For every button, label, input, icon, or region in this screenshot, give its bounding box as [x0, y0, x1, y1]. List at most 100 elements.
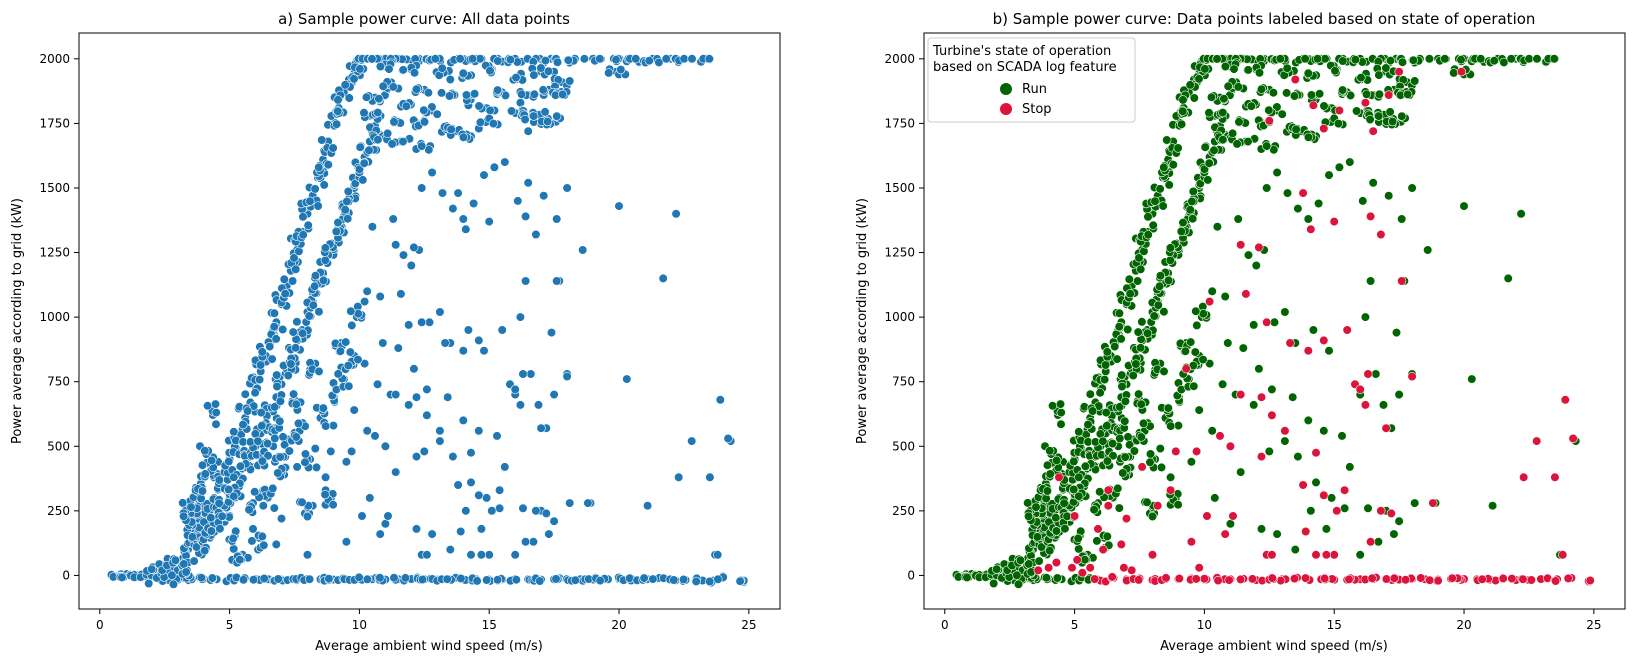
- run-point: [1303, 214, 1313, 224]
- data-point: [273, 468, 283, 478]
- data-point: [197, 460, 208, 470]
- data-point: [455, 54, 465, 64]
- data-point: [375, 529, 385, 539]
- run-point: [1212, 222, 1222, 232]
- stop-point: [1428, 498, 1438, 508]
- y-tick-label: 750: [47, 375, 70, 389]
- run-point: [1282, 63, 1292, 73]
- data-point: [259, 540, 269, 550]
- run-point: [1073, 533, 1083, 544]
- data-point: [259, 573, 269, 584]
- legend-label-run: Run: [1022, 82, 1047, 97]
- run-point: [1319, 426, 1329, 436]
- data-point: [314, 307, 324, 317]
- run-point: [1384, 191, 1394, 201]
- run-point: [1120, 452, 1130, 462]
- data-point: [217, 511, 227, 521]
- data-point: [302, 550, 313, 560]
- run-point: [1314, 89, 1325, 99]
- run-point: [1233, 214, 1243, 224]
- data-point: [235, 555, 245, 565]
- run-point: [1262, 183, 1272, 193]
- run-point: [1290, 544, 1300, 555]
- data-point: [343, 214, 353, 224]
- data-point: [511, 575, 521, 585]
- data-point: [595, 575, 605, 586]
- run-point: [1356, 72, 1366, 83]
- data-point: [211, 419, 221, 429]
- data-point: [311, 462, 322, 473]
- data-point: [370, 431, 380, 441]
- panel-a-x-ticks: 0 5 10 15 20 25: [96, 609, 756, 632]
- stop-point: [1332, 506, 1342, 516]
- stop-point: [1518, 574, 1528, 584]
- run-point: [1012, 570, 1022, 580]
- data-point: [269, 322, 279, 332]
- data-point: [513, 196, 523, 206]
- y-tick-label: 2000: [884, 52, 915, 66]
- data-point: [362, 426, 372, 436]
- data-point: [318, 275, 329, 286]
- run-point: [1361, 89, 1372, 99]
- data-point: [552, 276, 562, 286]
- run-point: [1385, 55, 1396, 66]
- data-point: [303, 220, 313, 230]
- panel-a-plot-frame: [78, 32, 781, 610]
- data-point: [272, 381, 282, 392]
- data-point: [723, 433, 733, 444]
- run-point: [1186, 457, 1196, 467]
- data-point: [298, 212, 308, 222]
- data-point: [437, 88, 447, 98]
- data-point: [375, 291, 385, 302]
- run-point: [1345, 462, 1355, 472]
- stop-point: [1215, 431, 1225, 441]
- stop-point: [1285, 338, 1295, 348]
- data-point: [240, 389, 250, 399]
- data-point: [538, 85, 548, 95]
- x-tick-label: 25: [741, 618, 756, 632]
- stop-point: [1365, 211, 1376, 221]
- data-point: [648, 574, 658, 584]
- data-point: [318, 403, 328, 413]
- data-point: [409, 242, 419, 252]
- run-point: [1397, 57, 1408, 67]
- stop-point: [1290, 74, 1300, 85]
- data-point: [196, 493, 206, 504]
- y-tick-label: 1250: [884, 246, 915, 260]
- data-point: [674, 472, 684, 482]
- run-point: [1249, 320, 1259, 330]
- run-point: [1163, 275, 1174, 286]
- stop-point: [1342, 325, 1352, 335]
- run-point: [1085, 389, 1095, 399]
- data-point: [269, 503, 279, 513]
- run-point: [1056, 408, 1066, 418]
- run-point: [1120, 416, 1130, 426]
- run-point: [1312, 54, 1323, 64]
- data-point: [270, 402, 280, 412]
- data-point: [280, 289, 290, 299]
- data-point: [229, 472, 239, 482]
- run-point: [1083, 420, 1093, 430]
- data-point: [365, 493, 375, 503]
- data-point: [275, 396, 286, 406]
- stop-point: [1153, 501, 1163, 511]
- run-point: [1173, 500, 1183, 510]
- data-point: [367, 222, 378, 232]
- y-tick-label: 2000: [39, 52, 70, 66]
- data-point: [520, 276, 531, 286]
- y-tick-label: 250: [47, 504, 70, 518]
- data-point: [258, 501, 268, 511]
- run-point: [1159, 162, 1169, 172]
- data-point: [398, 137, 408, 147]
- data-point: [417, 574, 428, 585]
- run-point: [1365, 276, 1376, 286]
- data-point: [257, 456, 268, 466]
- run-point: [1269, 317, 1280, 327]
- stop-point: [1254, 242, 1264, 252]
- stop-point: [1376, 229, 1386, 240]
- panel-b: b) Sample power curve: Data points label…: [855, 10, 1626, 654]
- data-point: [189, 556, 199, 566]
- stop-point: [1236, 240, 1246, 250]
- run-point: [1291, 124, 1301, 134]
- run-point: [1114, 322, 1124, 332]
